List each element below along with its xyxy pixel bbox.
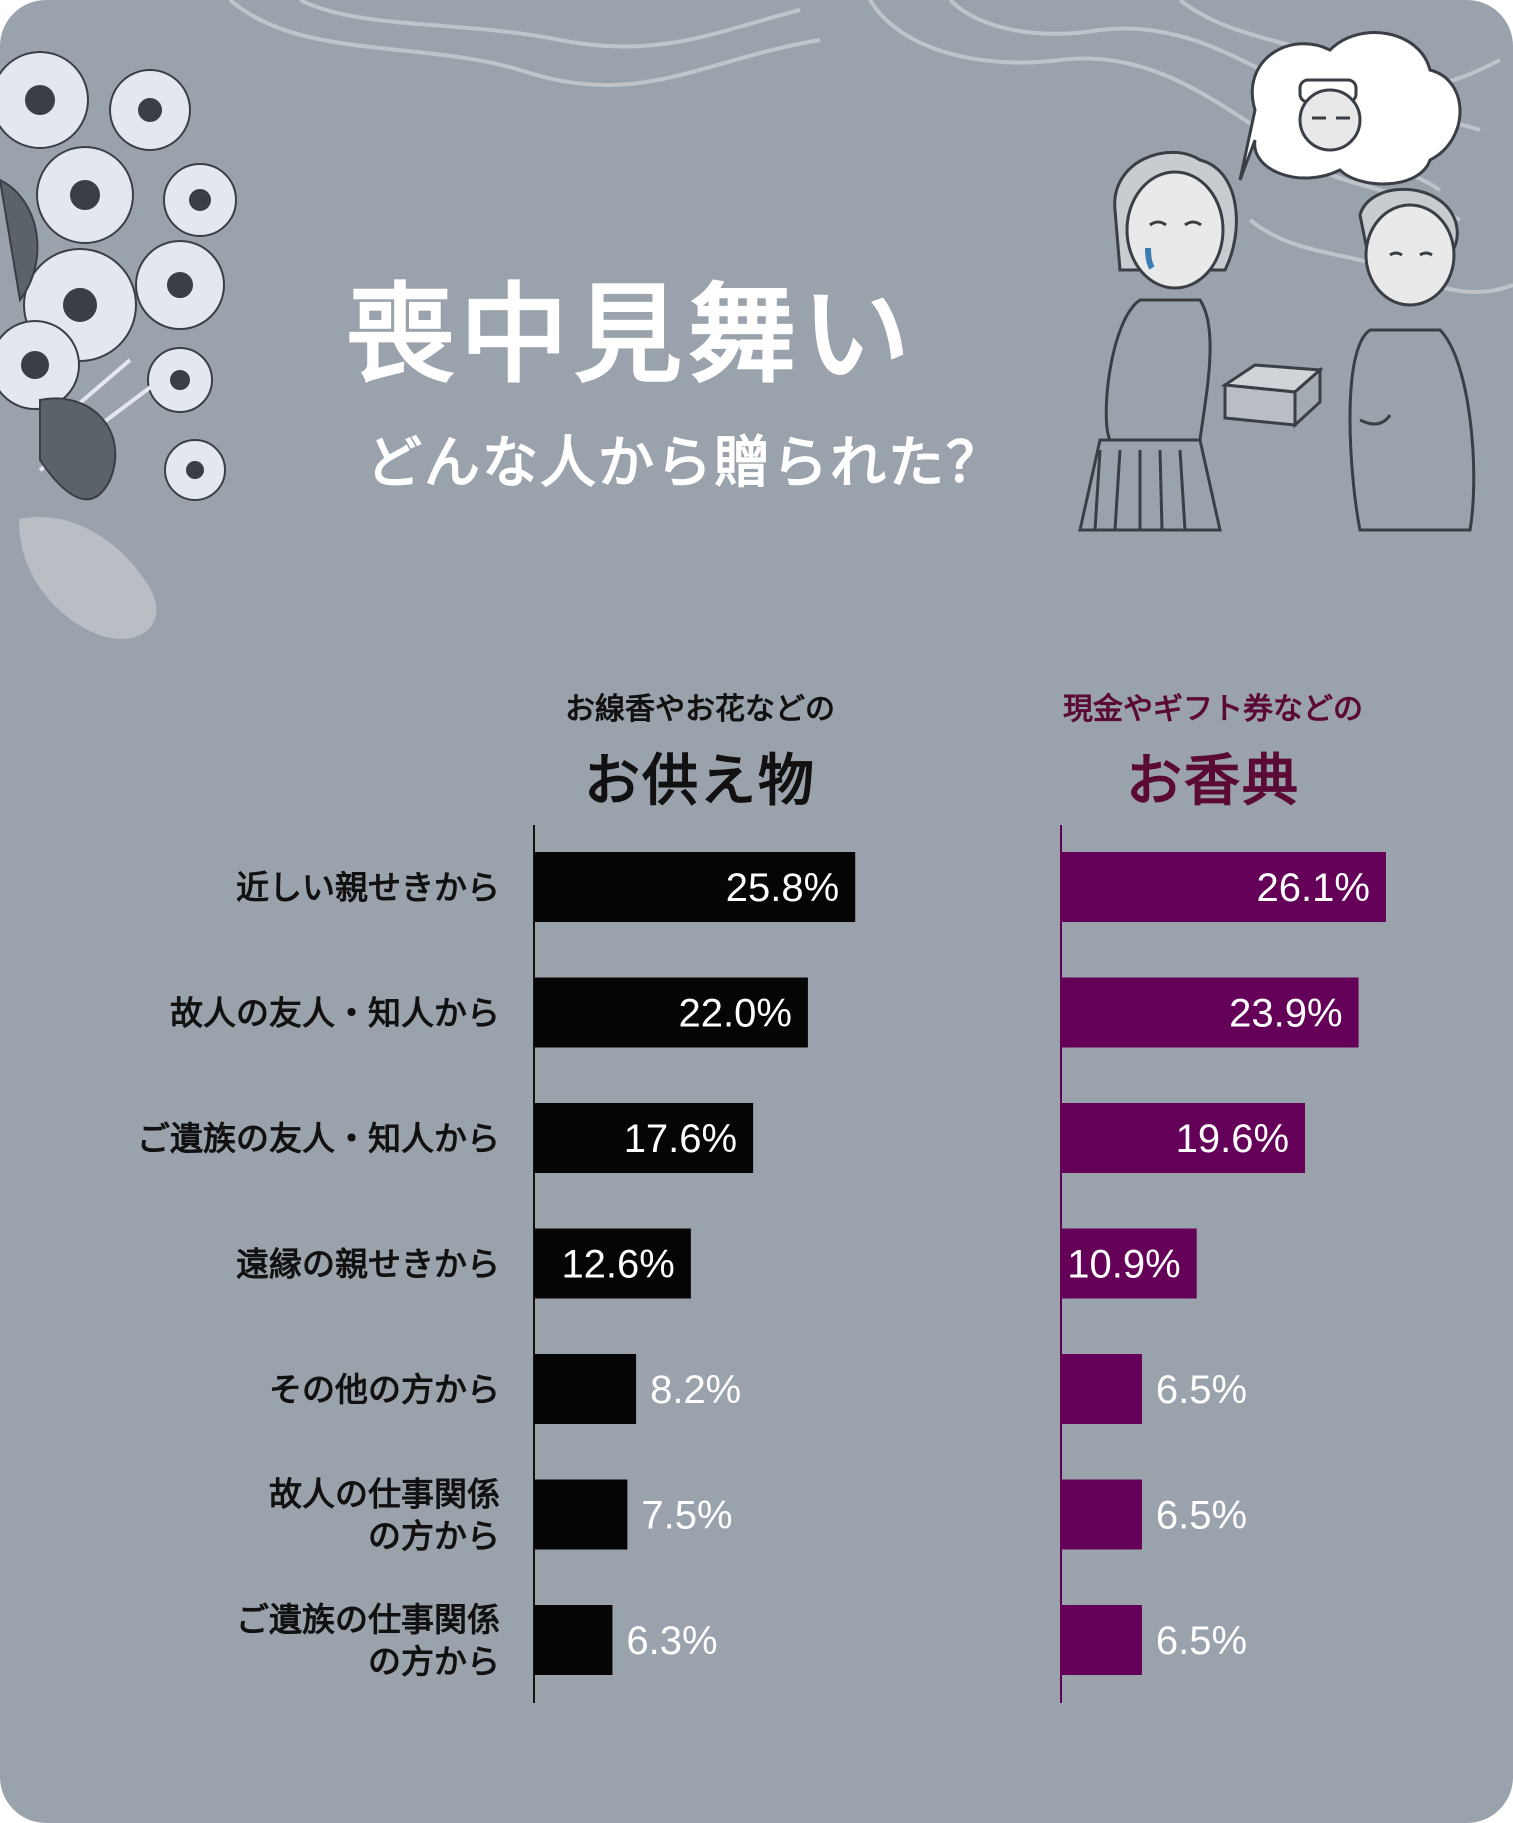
bar-value-label: 8.2% <box>650 1368 741 1412</box>
bar-value-label: 6.5% <box>1156 1494 1247 1538</box>
category-label: ご遺族の友人・知人から <box>137 1119 500 1158</box>
gift-box-icon <box>1220 363 1324 429</box>
bar-value-label: 23.9% <box>1229 992 1342 1036</box>
bar <box>1061 852 1386 922</box>
bar-value-label: 10.9% <box>1067 1243 1180 1287</box>
elderly-woman-icon <box>1348 187 1476 532</box>
bar <box>1061 1354 1142 1424</box>
bar <box>1061 977 1359 1048</box>
bar <box>1061 1605 1142 1675</box>
page-subtitle: どんな人から贈られた？ <box>366 431 1004 496</box>
bar <box>1061 1479 1142 1550</box>
category-label: その他の方から <box>269 1370 500 1409</box>
bar <box>534 1228 691 1299</box>
thought-bubble-icon <box>1238 31 1462 186</box>
category-label: 故人の仕事関係の方から <box>269 1475 500 1556</box>
bar-value-label: 25.8% <box>726 866 839 910</box>
offerings-column-heading: お線香やお花などの お供え物 <box>500 684 900 817</box>
condolence-money-column-heading: 現金やギフト券などの お香典 <box>1013 684 1413 817</box>
bar-value-label: 22.0% <box>678 992 791 1036</box>
bar <box>534 1479 628 1550</box>
page-title: 喪中見舞い <box>346 273 917 398</box>
bar <box>534 1354 637 1424</box>
crying-woman-icon <box>1078 150 1238 532</box>
offerings-heading-big: お供え物 <box>584 749 816 814</box>
bar <box>534 977 808 1048</box>
category-label: 近しい親せきから <box>236 868 500 907</box>
category-label: ご遺族の仕事関係の方から <box>236 1600 500 1681</box>
bar <box>534 1103 754 1173</box>
bar-value-label: 6.5% <box>1156 1368 1247 1412</box>
bar-value-label: 17.6% <box>624 1117 737 1161</box>
condolence-heading-big: お香典 <box>1126 749 1300 814</box>
bar <box>1061 1103 1306 1173</box>
condolence-heading-small: 現金やギフト券などの <box>1063 692 1363 727</box>
category-label: 遠縁の親せきから <box>236 1245 500 1284</box>
bar <box>1061 1228 1197 1299</box>
bar <box>534 1605 613 1675</box>
bar-value-label: 7.5% <box>641 1494 732 1538</box>
offerings-heading-small: お線香やお花などの <box>565 692 835 727</box>
bar-value-label: 19.6% <box>1176 1117 1289 1161</box>
bar-value-label: 6.5% <box>1156 1619 1247 1663</box>
bar-value-label: 26.1% <box>1257 866 1370 910</box>
bar <box>534 852 856 922</box>
bar-value-label: 12.6% <box>561 1243 674 1287</box>
chrysanthemum-icon <box>0 51 237 639</box>
category-label: 故人の友人・知人から <box>170 994 500 1033</box>
bar-value-label: 6.3% <box>626 1619 717 1663</box>
